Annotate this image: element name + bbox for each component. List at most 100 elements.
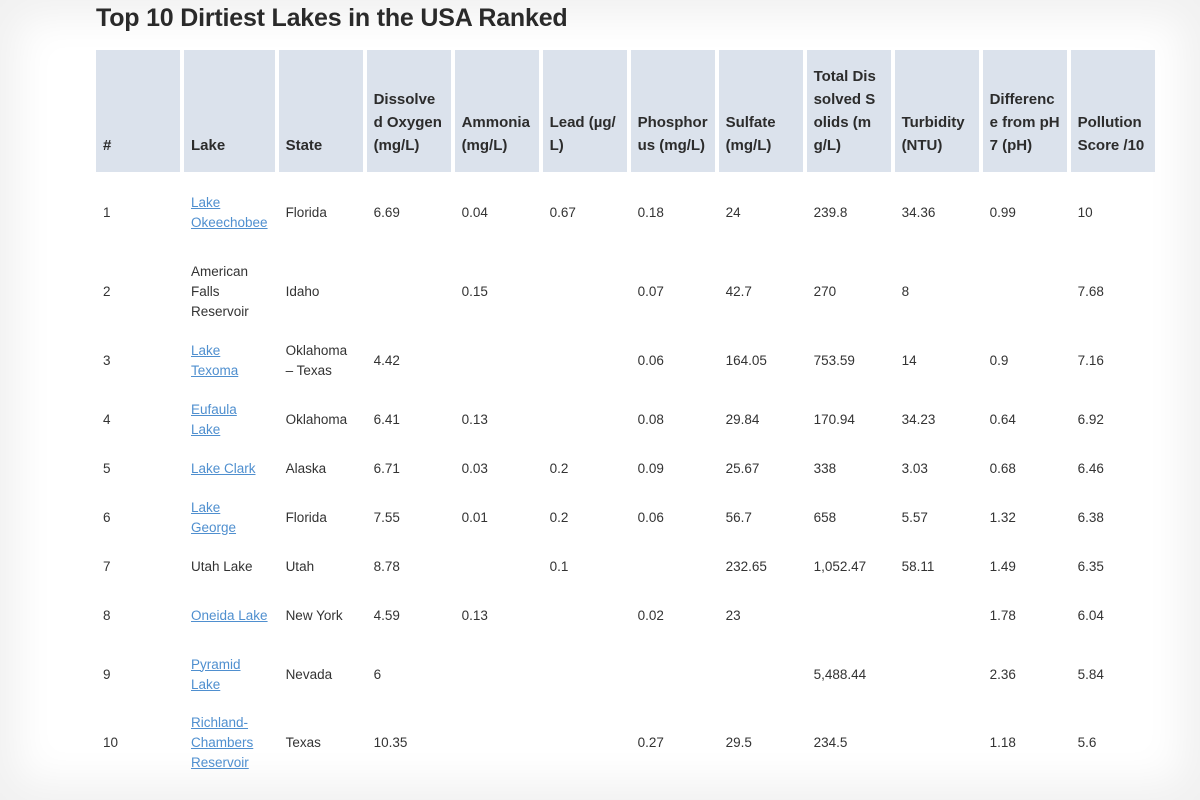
- cell-pollution-score: 5.6: [1077, 735, 1097, 750]
- cell-turbidity: [895, 704, 979, 782]
- cell-lead: [543, 390, 627, 449]
- cell-ammonia: 0.03: [461, 460, 488, 476]
- cell-state: Alaska: [285, 460, 327, 476]
- cell-state: Nevada: [285, 666, 333, 682]
- col-header-ph-difference: Difference from pH7 (pH): [982, 50, 1067, 172]
- cell-ammonia: 0.15: [461, 284, 488, 299]
- cell-pollution-score: 6.04: [1077, 607, 1104, 623]
- cell-lead: [543, 704, 627, 782]
- col-header-phosphorus: Phosphorus (mg/L): [630, 50, 715, 172]
- cell-lead: [543, 331, 627, 390]
- table-row: 4 Eufaula Lake Oklahoma 6.41 0.13 0.08 29.84 17…: [96, 390, 1155, 449]
- cell-total-dissolved-solids: 338: [813, 460, 837, 476]
- cell-phosphorus: 0.06: [637, 509, 664, 525]
- cell-state: New York: [285, 607, 343, 623]
- cell-dissolved-oxygen: 7.55: [373, 509, 400, 525]
- cell-lake: Utah Lake: [191, 558, 253, 574]
- page-title: Top 10 Dirtiest Lakes in the USA Ranked: [96, 4, 568, 32]
- cell-phosphorus: 0.09: [637, 460, 664, 476]
- cell-state: Texas: [285, 735, 321, 750]
- cell-total-dissolved-solids: 239.8: [813, 204, 848, 220]
- lake-link[interactable]: Oneida Lake: [191, 607, 268, 623]
- cell-ph-difference: 0.99: [989, 204, 1016, 220]
- cell-pollution-score: 6.38: [1077, 509, 1104, 525]
- cell-ph-difference: 0.68: [989, 460, 1016, 476]
- col-header-sulfate: Sulfate (mg/L): [718, 50, 803, 172]
- table-row: 10 Richland-Chambers Reservoir Texas 10.35 0…: [96, 704, 1155, 782]
- cell-ph-difference: 1.32: [989, 509, 1016, 525]
- cell-lake: Richland-Chambers Reservoir: [184, 704, 275, 782]
- table-row: 6 Lake George Florida 7.55 0.01 0.2 0.06 56.7 65…: [96, 488, 1155, 547]
- cell-state: Idaho: [285, 284, 320, 299]
- cell-sulfate: 164.05: [725, 352, 767, 368]
- cell-rank: 6: [103, 509, 111, 525]
- cell-pollution-score: 6.35: [1077, 558, 1104, 574]
- cell-lead: 0.2: [549, 509, 569, 525]
- cell-lead: [543, 645, 627, 704]
- cell-ammonia: [455, 547, 539, 586]
- cell-pollution-score: 10: [1077, 204, 1093, 220]
- cell-sulfate: 29.84: [725, 411, 760, 427]
- cell-rank: 3: [103, 352, 111, 368]
- lakes-table: # Lake State Dissolved Oxygen (mg/L) Amm…: [92, 50, 1159, 782]
- cell-state: Florida: [285, 509, 327, 525]
- cell-sulfate: 25.67: [725, 460, 760, 476]
- cell-dissolved-oxygen: 6.41: [373, 411, 400, 427]
- cell-rank: 5: [103, 460, 111, 476]
- cell-rank: 10: [103, 735, 119, 750]
- col-header-total-dissolved-solids: Total Dissolved Solids (mg/L): [806, 50, 891, 172]
- table-row: 1 Lake Okeechobee Florida 6.69 0.04 0.67 0.18 2…: [96, 172, 1155, 253]
- cell-turbidity: 14: [901, 352, 917, 368]
- cell-state: Utah: [285, 558, 315, 574]
- cell-dissolved-oxygen: 6: [373, 666, 382, 682]
- cell-state: Florida: [285, 204, 327, 220]
- cell-rank: 8: [103, 607, 111, 623]
- cell-pollution-score: 5.84: [1077, 666, 1104, 682]
- cell-ph-difference: 0.64: [989, 411, 1016, 427]
- header-row: # Lake State Dissolved Oxygen (mg/L) Amm…: [96, 50, 1155, 172]
- cell-total-dissolved-solids: 270: [813, 284, 837, 299]
- cell-sulfate: 42.7: [725, 284, 752, 299]
- table-row: 2 American Falls Reservoir Idaho 0.15 0.07 42…: [96, 253, 1155, 331]
- cell-ammonia: [455, 704, 539, 782]
- cell-rank: 4: [103, 411, 111, 427]
- cell-turbidity: 5.57: [901, 509, 928, 525]
- cell-lake: Lake George: [184, 488, 275, 547]
- table-row: 3 Lake Texoma Oklahoma – Texas 4.42 0.06 164.…: [96, 331, 1155, 390]
- cell-ammonia: 0.13: [461, 411, 488, 427]
- cell-lake: Oneida Lake: [184, 586, 275, 645]
- cell-sulfate: 24: [725, 204, 741, 220]
- cell-lake: Lake Texoma: [184, 331, 275, 390]
- cell-ammonia: 0.01: [461, 509, 488, 525]
- col-header-dissolved-oxygen: Dissolved Oxygen (mg/L): [366, 50, 451, 172]
- cell-dissolved-oxygen: [367, 253, 451, 331]
- cell-state: Oklahoma – Texas: [285, 342, 348, 378]
- cell-turbidity: 8: [901, 284, 910, 299]
- cell-total-dissolved-solids: 5,488.44: [813, 666, 867, 682]
- lake-link[interactable]: Lake George: [191, 499, 237, 535]
- cell-sulfate: 232.65: [725, 558, 767, 574]
- cell-turbidity: 3.03: [901, 460, 928, 476]
- cell-ph-difference: 0.9: [989, 352, 1009, 368]
- cell-turbidity: [895, 586, 979, 645]
- table-body: 1 Lake Okeechobee Florida 6.69 0.04 0.67 0.18 2…: [96, 172, 1155, 782]
- lake-link[interactable]: Lake Okeechobee: [191, 194, 268, 230]
- cell-lake: Pyramid Lake: [184, 645, 275, 704]
- cell-lake: Lake Okeechobee: [184, 172, 275, 253]
- col-header-rank: #: [96, 50, 180, 172]
- cell-phosphorus: [631, 547, 715, 586]
- lake-link[interactable]: Lake Clark: [191, 460, 256, 476]
- lake-link[interactable]: Lake Texoma: [191, 342, 239, 378]
- lake-link[interactable]: Richland-Chambers Reservoir: [191, 715, 254, 770]
- cell-dissolved-oxygen: 6.71: [373, 460, 400, 476]
- col-header-lake: Lake: [184, 50, 275, 172]
- cell-state: Oklahoma: [285, 411, 348, 427]
- table-row: 9 Pyramid Lake Nevada 6 5,488.44 2.36 5.84: [96, 645, 1155, 704]
- lake-link[interactable]: Eufaula Lake: [191, 401, 237, 437]
- cell-turbidity: 58.11: [901, 558, 935, 574]
- cell-sulfate: [719, 645, 803, 704]
- lake-link[interactable]: Pyramid Lake: [191, 656, 241, 692]
- cell-phosphorus: 0.08: [637, 411, 664, 427]
- cell-sulfate: 56.7: [725, 509, 752, 525]
- cell-total-dissolved-solids: 753.59: [813, 352, 855, 368]
